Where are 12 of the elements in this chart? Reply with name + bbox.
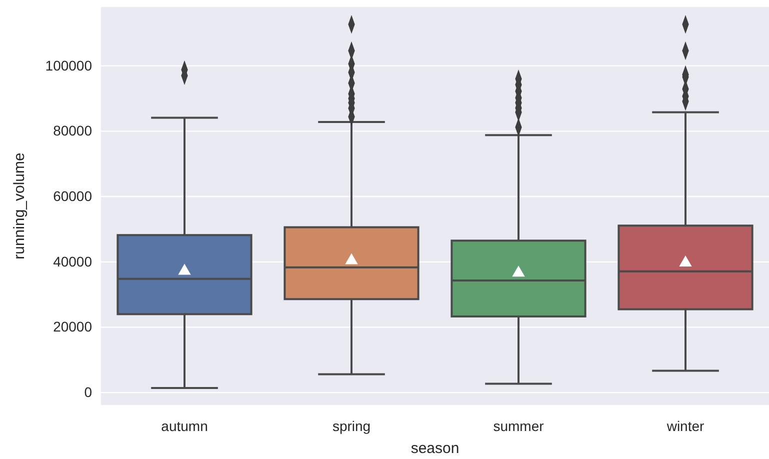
x-tick-label: winter	[666, 418, 705, 434]
y-tick-label: 20000	[53, 318, 92, 335]
y-tick-label: 100000	[45, 57, 92, 74]
y-axis-title: running_volume	[11, 152, 28, 260]
y-tick-label: 80000	[53, 122, 92, 139]
x-tick-label: autumn	[161, 418, 208, 434]
y-tick-label: 0	[84, 384, 92, 400]
y-tick-label: 40000	[53, 253, 92, 270]
x-tick-label: summer	[493, 418, 544, 434]
y-tick-label: 60000	[53, 188, 92, 204]
x-tick-label: spring	[332, 418, 371, 434]
x-axis-title: season	[410, 440, 460, 457]
